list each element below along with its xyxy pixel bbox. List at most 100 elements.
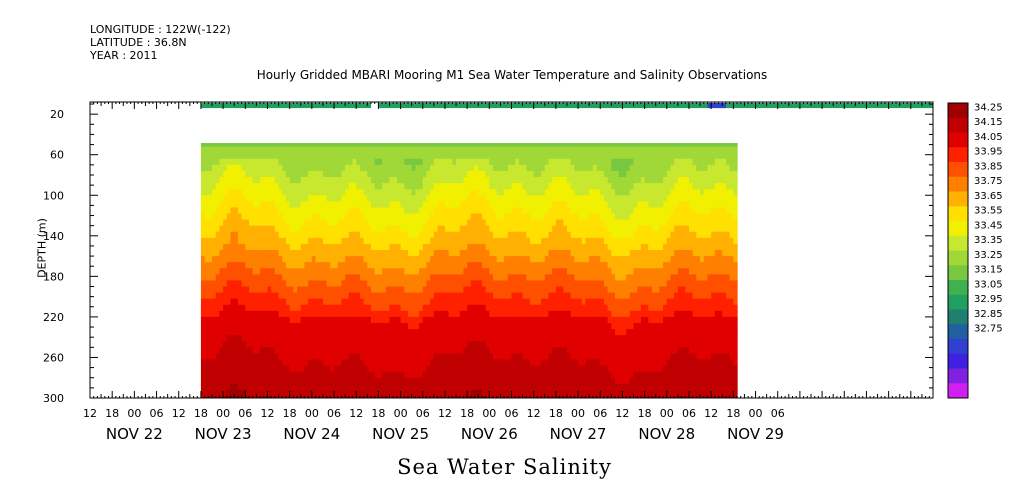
heatmap-cell (533, 274, 538, 282)
heatmap-cell (489, 365, 494, 373)
heatmap-cell (263, 268, 269, 275)
heatmap-cell (493, 237, 498, 245)
heatmap-cell (271, 189, 276, 196)
heatmap-cell (555, 262, 561, 269)
heatmap-cell (400, 158, 405, 166)
heatmap-cell (618, 201, 624, 209)
heatmap-cell (489, 353, 494, 361)
heatmap-cell (345, 207, 350, 215)
heatmap-cell (223, 195, 228, 202)
heatmap-cell (278, 322, 283, 330)
heatmap-cell (548, 377, 553, 385)
heatmap-cell (274, 250, 280, 257)
heatmap-cell (385, 310, 391, 318)
heatmap-cell (474, 310, 479, 318)
heatmap-cell (578, 183, 583, 190)
heatmap-cell (500, 158, 505, 166)
heatmap-cell (241, 365, 246, 373)
heatmap-cell (352, 389, 357, 397)
heatmap-cell (378, 316, 383, 324)
heatmap-cell (359, 389, 365, 397)
heatmap-cell (544, 322, 550, 330)
heatmap-cell (200, 231, 206, 239)
heatmap-cell (256, 365, 261, 373)
heatmap-cell (596, 213, 601, 221)
heatmap-cell (566, 177, 572, 184)
heatmap-cell (433, 201, 439, 209)
heatmap-cell (200, 201, 206, 209)
heatmap-cell (459, 213, 465, 221)
heatmap-cell (585, 201, 590, 209)
heatmap-cell (274, 243, 280, 251)
heatmap-cell (230, 304, 235, 312)
heatmap-cell (404, 329, 409, 336)
heatmap-cell (223, 146, 228, 154)
heatmap-cell (278, 152, 283, 160)
heatmap-cell (437, 250, 442, 257)
heatmap-cell (311, 292, 317, 300)
heatmap-cell (378, 195, 383, 202)
heatmap-cell (611, 292, 616, 300)
heatmap-cell (596, 170, 601, 178)
heatmap-cell (515, 371, 520, 379)
heatmap-cell (363, 219, 368, 227)
heatmap-cell (371, 201, 376, 209)
heatmap-cell (518, 322, 524, 330)
heatmap-cell (433, 359, 439, 367)
heatmap-cell (559, 177, 564, 184)
heatmap-cell (422, 183, 428, 190)
heatmap-cell (282, 152, 287, 160)
heatmap-cell (615, 231, 620, 239)
heatmap-cell (226, 195, 232, 202)
heatmap-cell (371, 231, 376, 239)
heatmap-cell (219, 377, 224, 385)
heatmap-cell (293, 219, 298, 227)
heatmap-cell (585, 389, 590, 397)
heatmap-cell (603, 395, 609, 398)
heatmap-cell (548, 304, 553, 312)
heatmap-cell (422, 201, 428, 209)
heatmap-cell (578, 164, 583, 172)
heatmap-cell (493, 310, 498, 318)
heatmap-cell (592, 322, 598, 330)
heatmap-cell (304, 170, 309, 178)
heatmap-cell (570, 225, 575, 233)
heatmap-cell (400, 304, 405, 312)
heatmap-cell (374, 268, 379, 275)
heatmap-cell (444, 177, 450, 184)
heatmap-cell (237, 389, 243, 397)
heatmap-cell (430, 286, 435, 294)
heatmap-cell (489, 164, 494, 172)
heatmap-cell (382, 158, 387, 166)
heatmap-cell (411, 359, 416, 367)
heatmap-cell (589, 170, 594, 178)
heatmap-cell (393, 310, 398, 318)
heatmap-cell (419, 213, 424, 221)
heatmap-cell (441, 177, 446, 184)
heatmap-cell (407, 225, 413, 233)
heatmap-cell (529, 256, 535, 263)
heatmap-cell (396, 164, 402, 172)
heatmap-cell (511, 152, 516, 160)
heatmap-cell (285, 292, 291, 300)
heatmap-cell (481, 377, 487, 385)
heatmap-cell (456, 177, 461, 184)
heatmap-cell (611, 201, 616, 209)
heatmap-cell (478, 274, 483, 282)
heatmap-cell (596, 195, 601, 202)
heatmap-cell (548, 183, 553, 190)
heatmap-cell (496, 201, 502, 209)
heatmap-cell (467, 298, 472, 306)
heatmap-cell (363, 225, 368, 233)
heatmap-cell (204, 383, 209, 391)
heatmap-cell (537, 183, 542, 190)
heatmap-cell (404, 177, 409, 184)
heatmap-cell (422, 250, 428, 257)
heatmap-cell (481, 201, 487, 209)
heatmap-cell (396, 383, 402, 391)
heatmap-cell (356, 237, 361, 245)
heatmap-cell (611, 316, 616, 324)
heatmap-cell (267, 170, 272, 178)
heatmap-cell (241, 207, 246, 215)
heatmap-cell (618, 243, 624, 251)
